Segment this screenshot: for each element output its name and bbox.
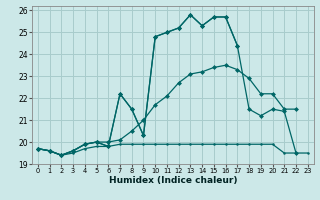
X-axis label: Humidex (Indice chaleur): Humidex (Indice chaleur)	[108, 176, 237, 185]
